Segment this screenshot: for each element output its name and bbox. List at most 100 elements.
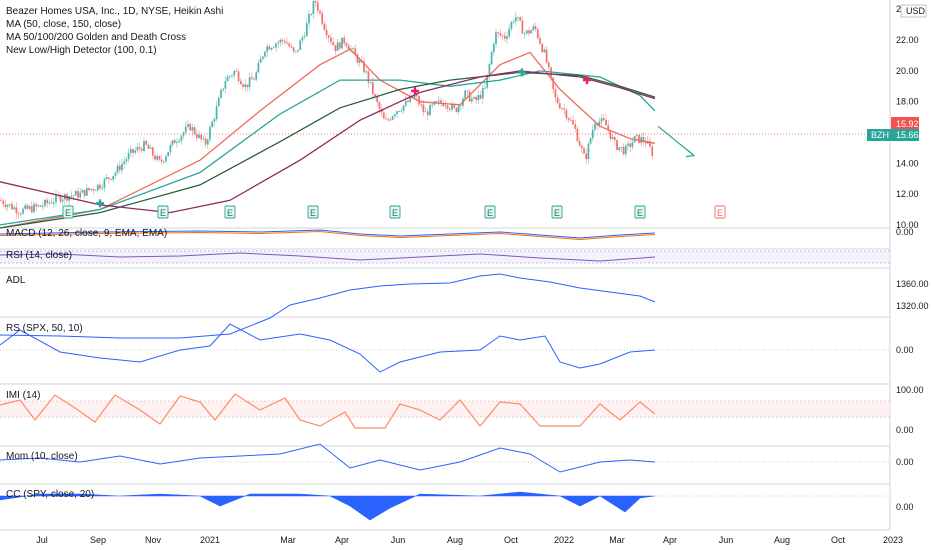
candle-body [189,124,192,131]
cross-marker-0 [96,199,104,208]
candle-body [470,98,473,102]
candle-body [118,165,121,171]
macd-signal-line [0,230,656,241]
symbol-badge [867,129,891,141]
candle-body [492,43,495,53]
imi-tick-0: 100.00 [896,385,924,395]
candle-body [429,104,431,116]
candle-body [398,111,401,112]
candle-body [618,147,621,151]
candle-body [41,205,44,207]
rs-line [0,323,656,373]
candle-body [440,100,442,104]
candle-body [591,129,594,139]
candle-body [239,81,242,85]
candle-body [343,37,346,44]
candle-body [354,48,357,55]
candle-body [215,106,218,120]
candle-body [622,146,625,155]
candle-body [389,119,392,121]
candle-body [178,140,181,142]
candle-body [525,30,528,34]
imi-tick-1: 0.00 [896,425,914,435]
price-tick-label-2: 14.00 [896,158,919,168]
candle-body [490,52,493,65]
candle-body [459,105,462,107]
candle-body [79,192,82,198]
candle-body [400,110,403,112]
candle-body [349,48,352,50]
candle-body [519,16,522,21]
earnings-marker-7 [634,205,646,219]
time-tick-5: Apr [335,535,349,545]
candle-body [424,111,427,113]
candle-body [151,147,154,156]
candle-body [631,142,634,147]
candle-body [77,191,79,198]
candle-body [4,204,7,208]
candle-body [107,177,110,179]
imi-label: IMI (14) [6,390,40,401]
candle-body [268,46,271,50]
earnings-marker-label-2: E [227,208,233,218]
candle-body [105,177,108,180]
candle-body [83,189,86,196]
candle-body [0,200,2,202]
candle-body [365,71,368,73]
candle-body [594,123,596,130]
candle-body [644,141,647,144]
candle-body [420,104,423,106]
earnings-marker-6 [551,205,563,219]
candle-body [587,143,590,160]
candle-body [510,22,513,29]
candle-body [332,42,335,46]
grid [0,0,891,531]
candle-body [134,150,137,153]
cc-label: CC (SPY, close, 20) [6,489,94,500]
candle-body [206,139,209,145]
candle-body [182,132,185,136]
candle-body [116,165,119,173]
candle-body [22,208,24,214]
earnings-marker-label-6: E [554,208,560,218]
candle-body [44,199,46,206]
candle-body [90,189,93,191]
candle-body [638,134,640,143]
candle-body [640,137,643,143]
candle-body [169,145,172,153]
candle-body [576,128,579,142]
candle-body [193,127,196,135]
candle-body [552,77,555,90]
candle-body [387,119,390,121]
macd-label: MACD (12, 26, close, 9, EMA, EMA) [6,228,167,239]
adl-label: ADL [6,275,26,286]
candle-body [123,161,126,164]
candle-body [110,178,112,180]
time-tick-1: Sep [90,535,106,545]
time-tick-8: Oct [504,535,519,545]
candle-body [532,26,535,31]
candle-body [50,202,53,204]
candle-body [488,64,491,75]
candle-body [112,175,115,180]
candle-body [228,76,231,77]
candle-body [497,32,500,34]
candle-body [167,152,170,157]
candle-body [541,43,544,53]
candle-body [195,134,198,138]
rs-label: RS (SPX, 50, 10) [6,323,83,334]
candle-body [138,147,141,149]
candle-body [561,108,563,109]
time-tick-10: Mar [609,535,625,545]
macd-tick-0: 0.00 [896,227,914,237]
candle-body [121,163,123,171]
candle-body [314,1,317,3]
candle-body [477,95,480,101]
candle-body [611,137,614,139]
candle-body [305,23,308,37]
candle-body [308,14,310,24]
candle-body [39,205,42,207]
candle-body [503,35,506,39]
candle-body [33,204,35,213]
candle-body [543,49,546,53]
